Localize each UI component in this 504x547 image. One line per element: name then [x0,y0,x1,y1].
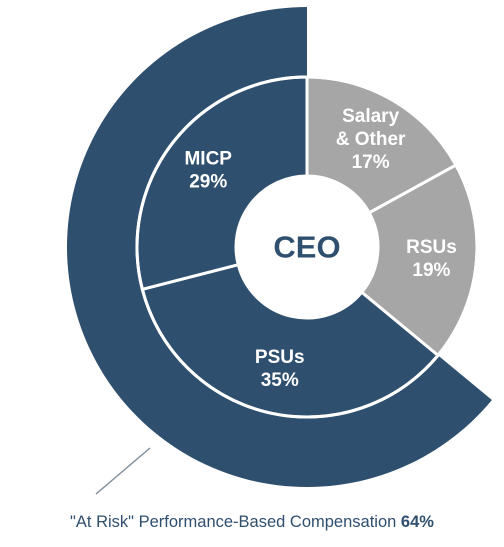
slice-label-micp: MICP 29% [184,148,232,192]
slice-label-salary-other: Salary & Other 17% [336,106,406,173]
slice-name-micp: MICP [184,148,232,169]
slice-name-salary-other: & Other [336,129,406,150]
slice-value-salary-other: 17% [352,152,390,173]
slice-value-psus: 35% [261,370,299,391]
slice-label-rsus: RSUs 19% [406,237,457,281]
slice-name-psus: PSUs [255,347,305,368]
slice-label-psus: PSUs 35% [255,347,305,391]
at-risk-caption: "At Risk" Performance-Based Compensation… [0,513,504,532]
at-risk-caption-text: "At Risk" Performance-Based Compensation [70,513,401,531]
donut-separator-ring [135,75,479,419]
at-risk-caption-value: 64% [400,513,434,531]
slice-name-rsus: RSUs [406,237,457,258]
slice-value-rsus: 19% [412,260,450,281]
center-hole [236,176,378,318]
slice-value-micp: 29% [189,171,227,192]
center-label: CEO [273,230,340,265]
caption-leader-line [95,447,151,495]
slice-name-salary-other: Salary [342,106,399,127]
